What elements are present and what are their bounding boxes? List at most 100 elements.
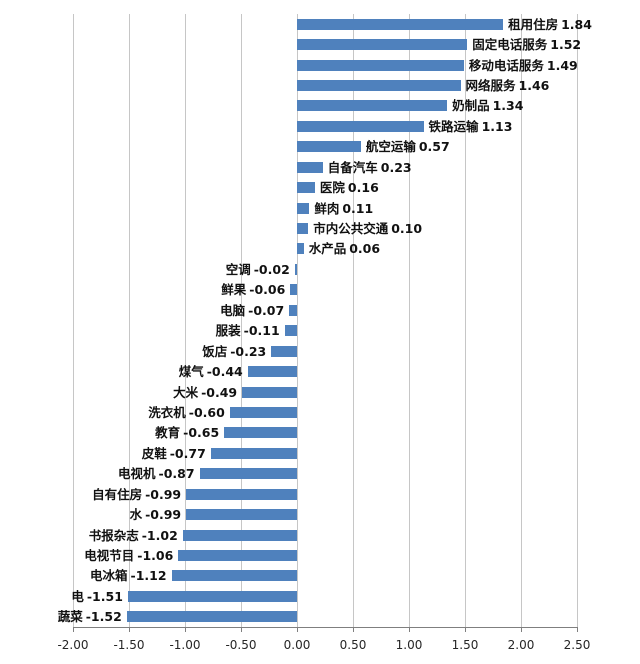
bar-value: -0.44 [206, 363, 243, 379]
bar-label: 租用住房 1.84 [508, 18, 592, 31]
bar-category-name: 自备汽车 [327, 159, 378, 175]
x-axis-tick-label: 0.00 [283, 638, 311, 652]
bar [297, 141, 361, 153]
bar [178, 549, 297, 561]
bar-label: 铁路运输 1.13 [428, 118, 513, 134]
bar-label: 鲜肉 0.11 [314, 202, 373, 215]
x-axis-tick-label: -2.00 [57, 638, 89, 652]
x-axis-tick-mark [185, 627, 186, 632]
bar [297, 120, 424, 132]
bar [297, 100, 448, 112]
bar-value: -0.60 [188, 404, 225, 420]
x-axis-tick-mark [409, 627, 410, 632]
bar [297, 39, 468, 51]
gridline [297, 14, 298, 627]
gridline [129, 14, 130, 627]
gridline [185, 14, 186, 627]
x-axis-tick-mark [241, 627, 242, 632]
bar-label: 服装 -0.11 [215, 322, 280, 338]
bar-label: 教育 -0.65 [155, 425, 220, 441]
bar-label: 水产品 0.06 [308, 241, 380, 257]
bar-value: -0.06 [249, 282, 286, 298]
bar [210, 447, 297, 459]
bar-label: 洗衣机 -0.60 [148, 404, 225, 420]
x-axis-tick-label: 2.00 [507, 638, 535, 652]
bar-label: 空调 -0.02 [225, 261, 290, 277]
bar [199, 468, 297, 480]
bar-category-name: 航空运输 [365, 139, 416, 155]
bar [171, 570, 297, 582]
bar-category-name: 固定电话服务 [472, 36, 548, 52]
gridline [73, 14, 74, 627]
bar [297, 80, 461, 92]
bar-label: 网络服务 1.46 [466, 77, 550, 93]
bar-category-name: 鲜果 [221, 282, 247, 298]
bar-label: 电视节目 -1.06 [84, 547, 173, 563]
bar-value: -0.87 [158, 466, 195, 481]
bar-value: 1.49 [546, 57, 578, 73]
bar [297, 182, 315, 194]
bar-category-name: 空调 [225, 261, 251, 277]
bar [294, 263, 297, 275]
bar-category-name: 医院 [319, 179, 345, 195]
bar-category-name: 服装 [215, 322, 241, 338]
bar-category-name: 蔬菜 [57, 609, 83, 625]
bar-category-name: 水 [129, 506, 143, 522]
bar-category-name: 电脑 [220, 302, 246, 318]
bar-label: 电脑 -0.07 [220, 302, 284, 318]
bar-label: 自备汽车 0.23 [327, 159, 412, 175]
bar-label: 电冰箱 -1.12 [90, 568, 167, 584]
bar-value: -0.02 [253, 261, 290, 277]
bar-category-name: 水产品 [308, 241, 347, 257]
bar-label: 大米 -0.49 [173, 386, 237, 399]
bar-label: 煤气 -0.44 [179, 363, 243, 379]
x-axis-tick-label: 1.00 [395, 638, 423, 652]
bar-value: -0.49 [201, 384, 238, 400]
bar-value: 1.46 [518, 77, 550, 93]
bar-value: -0.65 [183, 425, 220, 441]
bar-category-name: 皮鞋 [141, 445, 167, 461]
bar [297, 18, 504, 30]
bar-category-name: 书报杂志 [88, 527, 139, 543]
bar-label: 饭店 -0.23 [202, 345, 266, 358]
bar [242, 386, 297, 398]
bar-value: -0.23 [230, 343, 267, 359]
bar-label: 市内公共交通 0.10 [313, 220, 422, 236]
bar [290, 284, 297, 296]
x-axis-tick-label: -0.50 [225, 638, 257, 652]
bar [297, 161, 323, 173]
bar-value: 0.57 [418, 139, 450, 155]
bar-value: -0.77 [169, 445, 206, 461]
bar-label: 书报杂志 -1.02 [89, 529, 178, 542]
bar-label: 医院 0.16 [319, 179, 379, 195]
gridline [241, 14, 242, 627]
bar-value: -0.99 [145, 486, 182, 502]
bar-value: 0.23 [380, 159, 412, 175]
bar-label: 水 -0.99 [129, 506, 182, 522]
x-axis-tick-label: 0.50 [339, 638, 367, 652]
bar-category-name: 洗衣机 [148, 404, 186, 420]
bar-category-name: 电视节目 [84, 547, 135, 563]
bar-value: -1.02 [141, 527, 178, 543]
bar-category-name: 市内公共交通 [313, 220, 389, 236]
bar [126, 611, 297, 623]
bar-category-name: 铁路运输 [428, 118, 479, 134]
bar-category-name: 自有住房 [92, 486, 143, 502]
bar [297, 59, 464, 71]
bar [247, 366, 297, 378]
bar-label: 移动电话服务 1.49 [469, 59, 578, 72]
gridline [465, 14, 466, 627]
gridline [521, 14, 522, 627]
bar-category-name: 鲜肉 [314, 200, 340, 216]
x-axis-line [73, 627, 578, 628]
bar-value: -0.11 [243, 322, 280, 338]
bar-category-name: 电冰箱 [90, 568, 128, 584]
x-axis-tick-mark [577, 627, 578, 632]
bar-label: 蔬菜 -1.52 [57, 609, 122, 625]
bar-category-name: 饭店 [202, 343, 228, 359]
bar [186, 509, 297, 521]
bar [297, 202, 310, 214]
bar-label: 鲜果 -0.06 [221, 282, 286, 298]
x-axis-tick-label: -1.00 [169, 638, 201, 652]
